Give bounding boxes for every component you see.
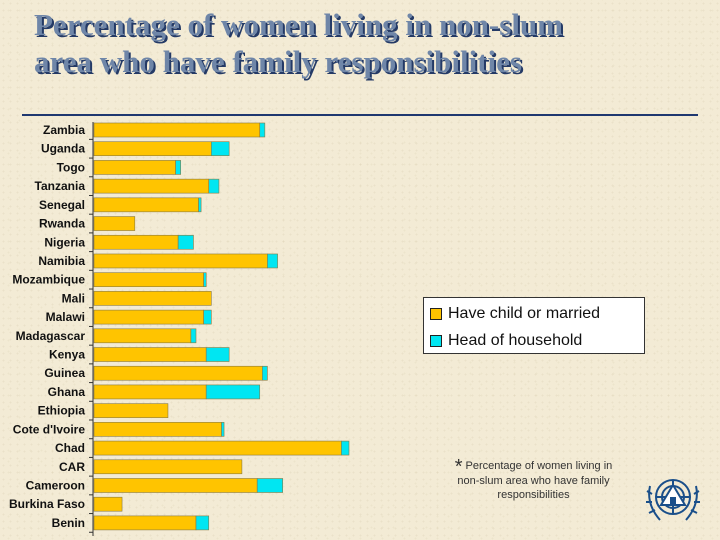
category-label-nigeria: Nigeria	[44, 235, 85, 249]
legend-swatch-head	[430, 335, 442, 347]
bar-married-cameroon	[93, 478, 258, 493]
bar-married-kenya	[93, 347, 207, 362]
category-label-senegal: Senegal	[39, 198, 85, 212]
category-label-car: CAR	[59, 460, 85, 474]
legend-item-head: Head of household	[430, 330, 582, 352]
bar-head-guinea	[261, 365, 268, 381]
bar-married-senegal	[93, 197, 199, 213]
bar-head-nigeria	[177, 234, 194, 250]
title-line-2: area who have family responsibilities	[34, 44, 522, 79]
bar-married-ethiopia	[93, 403, 169, 418]
category-label-mozambique: Mozambique	[12, 273, 85, 287]
chart-legend: Have child or married Head of household	[423, 297, 645, 354]
bar-chart: Zambia Uganda Togo Tanzania Senegal Rwanda Nig…	[9, 122, 350, 536]
bar-married-cote-d-ivoire	[93, 422, 222, 437]
bar-married-madagascar	[93, 328, 192, 344]
category-label-kenya: Kenya	[49, 348, 85, 362]
category-label-tanzania: Tanzania	[35, 179, 86, 193]
category-label-benin: Benin	[52, 516, 85, 530]
footnote-text: Percentage of women living in non-slum a…	[457, 460, 613, 501]
chart-title: Percentage of women living in non-slum a…	[34, 6, 694, 80]
bar-head-namibia	[267, 253, 278, 269]
category-label-namibia: Namibia	[38, 254, 85, 268]
legend-label-head: Head of household	[448, 332, 583, 349]
bar-head-madagascar	[190, 328, 197, 344]
legend-label-married: Have child or married	[448, 305, 601, 322]
category-label-madagascar: Madagascar	[16, 329, 86, 343]
footnote: * Percentage of women living in non-slum …	[446, 456, 621, 502]
bar-head-malawi	[203, 309, 212, 325]
bar-head-togo	[175, 160, 182, 175]
bar-head-cote-d-ivoire	[221, 422, 225, 437]
bar-married-mali	[93, 291, 212, 306]
category-label-malawi: Malawi	[46, 310, 85, 324]
category-label-cote-d-ivoire: Cote d'Ivoire	[13, 422, 86, 436]
legend-item-married: Have child or married	[430, 303, 600, 325]
category-label-cameroon: Cameroon	[26, 478, 85, 492]
bar-married-tanzania	[93, 178, 210, 194]
bar-head-senegal	[198, 197, 202, 213]
bar-married-ghana	[93, 384, 207, 400]
title-line-1: Percentage of women living in non-slum	[34, 7, 563, 42]
bar-head-cameroon	[256, 478, 284, 493]
bar-head-benin	[195, 515, 210, 531]
bar-married-togo	[93, 160, 176, 175]
category-label-ghana: Ghana	[48, 385, 86, 399]
footnote-star: *	[454, 456, 463, 478]
bar-head-chad	[341, 440, 350, 456]
bar-married-benin	[93, 515, 197, 531]
bar-head-kenya	[205, 347, 230, 362]
bar-married-namibia	[93, 253, 268, 269]
un-habitat-emblem-icon	[646, 479, 700, 521]
category-label-uganda: Uganda	[41, 142, 85, 156]
title-divider	[22, 114, 698, 116]
bar-head-uganda	[211, 141, 230, 157]
bar-married-uganda	[93, 141, 212, 157]
bar-head-ghana	[205, 384, 261, 400]
bar-married-rwanda	[93, 216, 136, 231]
category-label-rwanda: Rwanda	[39, 217, 85, 231]
bar-married-mozambique	[93, 272, 204, 287]
category-label-togo: Togo	[57, 160, 85, 174]
bar-married-malawi	[93, 309, 204, 325]
bar-head-zambia	[259, 122, 266, 138]
bar-married-chad	[93, 440, 342, 456]
bar-head-mozambique	[203, 272, 207, 287]
bar-married-guinea	[93, 365, 263, 381]
bar-head-tanzania	[208, 178, 220, 194]
category-label-burkina-faso: Burkina Faso	[9, 497, 85, 511]
category-label-zambia: Zambia	[43, 123, 85, 137]
bar-married-burkina-faso	[93, 496, 123, 512]
category-label-mali: Mali	[62, 291, 85, 305]
bar-married-zambia	[93, 122, 261, 138]
bar-married-car	[93, 459, 243, 475]
bar-married-nigeria	[93, 234, 179, 250]
legend-swatch-married	[430, 308, 442, 320]
category-label-guinea: Guinea	[44, 366, 85, 380]
category-label-chad: Chad	[55, 441, 85, 455]
category-label-ethiopia: Ethiopia	[38, 404, 86, 418]
